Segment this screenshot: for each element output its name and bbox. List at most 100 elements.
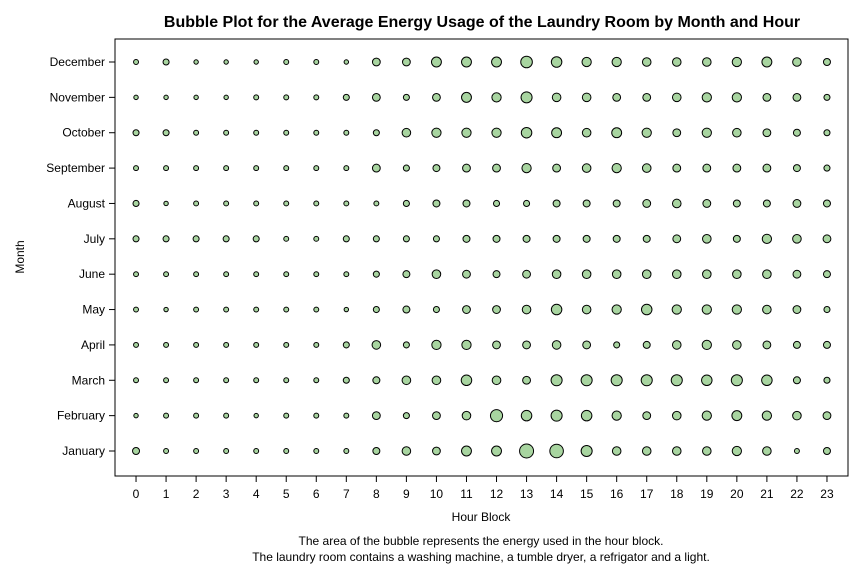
- bubble: [792, 164, 801, 173]
- bubble: [223, 94, 229, 101]
- bubble: [491, 56, 502, 68]
- bubble: [223, 306, 230, 313]
- bubble: [732, 127, 742, 138]
- bubble: [163, 200, 169, 207]
- x-tick-label: 1: [163, 487, 170, 501]
- bubble: [611, 269, 622, 279]
- bubble: [641, 127, 652, 138]
- bubble: [342, 376, 350, 384]
- bubble: [133, 165, 139, 172]
- bubble: [461, 445, 472, 457]
- bubble: [223, 271, 230, 278]
- bubble: [522, 269, 531, 279]
- bubble: [792, 269, 802, 279]
- bubble: [702, 269, 712, 279]
- bubble: [432, 446, 441, 456]
- y-tick-label: November: [50, 90, 105, 104]
- bubble: [462, 163, 471, 173]
- bubble: [762, 128, 772, 138]
- y-tick-label: October: [62, 126, 105, 140]
- bubble: [132, 199, 140, 207]
- bubble: [761, 374, 773, 387]
- bubble: [253, 94, 260, 101]
- bubble: [642, 411, 652, 421]
- bubble: [283, 412, 290, 419]
- bubble: [313, 412, 320, 419]
- bubble: [552, 234, 561, 243]
- bubble: [701, 374, 713, 387]
- bubble: [343, 200, 350, 207]
- bubble: [193, 94, 199, 101]
- x-axis-ticks: 0 1 2 3 4 5 6 7 8 9 10 11 12 13 14 15 16 17 18 19 20 21 22 23: [133, 476, 834, 501]
- plot-frame: [114, 38, 849, 477]
- bubble: [461, 127, 472, 138]
- bubble: [283, 306, 290, 313]
- bubble: [372, 129, 380, 137]
- bubble: [672, 163, 682, 173]
- bubble: [432, 411, 441, 421]
- bubble: [372, 306, 380, 314]
- bubble: [162, 129, 170, 137]
- bubble: [432, 235, 440, 243]
- bubble: [550, 374, 563, 387]
- bubble: [432, 306, 440, 314]
- bubble: [193, 59, 199, 65]
- bubble: [133, 412, 139, 419]
- bubble: [550, 303, 563, 316]
- x-tick-label: 17: [640, 487, 654, 501]
- bubble: [702, 446, 712, 456]
- bubble: [671, 57, 682, 67]
- bubble: [550, 409, 563, 422]
- bubble: [193, 377, 200, 384]
- bubble: [431, 339, 442, 351]
- bubble: [580, 409, 593, 422]
- y-axis-label: Month: [13, 240, 27, 273]
- bubble: [792, 376, 801, 385]
- bubble: [253, 271, 260, 278]
- bubble: [313, 341, 320, 348]
- bubble: [522, 340, 531, 350]
- bubble: [462, 234, 471, 243]
- bubble: [252, 235, 260, 243]
- bubble: [163, 271, 170, 278]
- bubble: [671, 198, 682, 209]
- bubble: [581, 163, 592, 173]
- bubble: [522, 234, 531, 243]
- bubble: [762, 446, 772, 456]
- bubble: [342, 341, 350, 349]
- bubble: [372, 270, 380, 278]
- bubble: [283, 448, 290, 454]
- bubble: [641, 446, 652, 456]
- bubble: [163, 165, 170, 172]
- bubble: [253, 412, 259, 419]
- bubble: [223, 200, 230, 207]
- bubble: [193, 129, 200, 136]
- bubble: [193, 271, 200, 278]
- bubble: [672, 128, 682, 138]
- bubble: [372, 447, 381, 455]
- bubble: [521, 304, 532, 315]
- footnote-line-2: The laundry room contains a washing mach…: [252, 550, 710, 564]
- bubble: [671, 410, 682, 421]
- bubble: [163, 341, 170, 348]
- bubble: [283, 94, 290, 101]
- bubble: [520, 55, 533, 69]
- x-tick-label: 13: [520, 487, 534, 501]
- bubble: [610, 374, 623, 387]
- bubble: [551, 127, 563, 139]
- x-tick-label: 6: [313, 487, 320, 501]
- bubble: [641, 163, 652, 173]
- x-tick-label: 7: [343, 487, 350, 501]
- bubble: [701, 410, 712, 421]
- bubble: [163, 448, 170, 454]
- bubble: [822, 199, 831, 208]
- bubble: [283, 59, 290, 65]
- bubble: [642, 92, 652, 102]
- x-tick-label: 15: [580, 487, 594, 501]
- bubble: [193, 165, 200, 172]
- bubble: [253, 448, 260, 454]
- bubble: [641, 269, 652, 279]
- bubble: [552, 163, 562, 173]
- bubble: [193, 341, 200, 348]
